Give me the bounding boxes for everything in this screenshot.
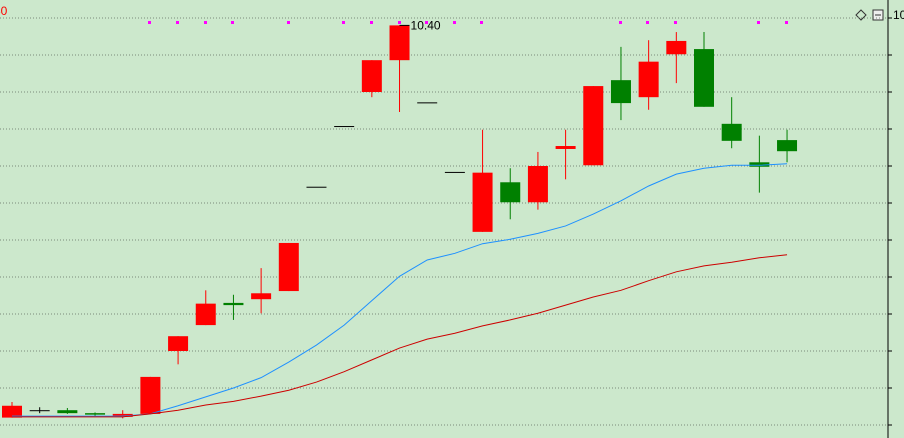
candle-body [694, 49, 714, 107]
candle-body [361, 60, 382, 92]
candle-body [195, 303, 216, 326]
signal-dot [757, 21, 760, 24]
candle-body [610, 80, 631, 104]
signal-dot [398, 21, 401, 24]
signal-dot [176, 21, 179, 24]
candle-body [527, 166, 548, 203]
signal-dot [480, 21, 483, 24]
signal-dot [342, 21, 345, 24]
annotation-label: 10.40 [411, 19, 441, 33]
candle-body [251, 293, 272, 300]
signal-dot [425, 21, 428, 24]
signal-dot [785, 21, 788, 24]
candle-body [168, 336, 189, 351]
signal-dot [204, 21, 207, 24]
candle-body [638, 61, 659, 98]
candle-body [666, 40, 687, 55]
candle-body [334, 126, 355, 128]
candle-body [112, 413, 133, 417]
corner-label: 30 [0, 4, 8, 18]
candle-body [278, 242, 299, 292]
candle-body [223, 302, 244, 306]
candle-body [472, 172, 493, 232]
diamond-icon[interactable] [855, 9, 867, 21]
candle-body [2, 405, 22, 418]
candle-body [417, 102, 438, 104]
candle-body [389, 25, 410, 61]
signal-dot [287, 21, 290, 24]
candle-body [721, 123, 742, 141]
candle-body [85, 413, 106, 415]
candle-body [29, 410, 50, 412]
candle-body [583, 86, 604, 166]
moving-average-line [12, 254, 788, 418]
signal-dot [148, 21, 151, 24]
y-tick-label: 10. [893, 8, 904, 22]
candle-body [306, 186, 327, 188]
signal-dot [231, 21, 234, 24]
signal-dot [453, 21, 456, 24]
candle-body [444, 171, 465, 173]
candle-body [500, 182, 521, 203]
candle-body [140, 376, 161, 414]
signal-dot [370, 21, 373, 24]
candle-body [749, 162, 770, 167]
signal-dot [674, 21, 677, 24]
candle-body [57, 410, 78, 414]
candle-body [555, 146, 576, 149]
candle-body [777, 140, 798, 152]
signal-dots [148, 21, 788, 24]
signal-dot [619, 21, 622, 24]
signal-dot [646, 21, 649, 24]
